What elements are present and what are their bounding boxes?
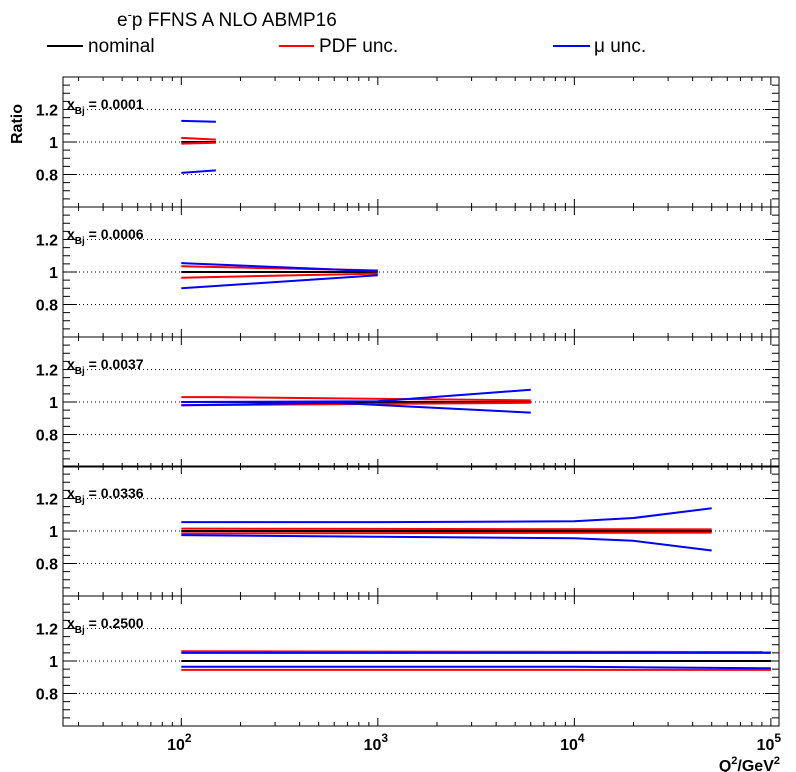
x-tick-labels: 102 103 104 105 — [167, 731, 781, 754]
y-tick-label: 1 — [49, 524, 58, 541]
panel-label: xBj = 0.0001 — [67, 96, 144, 117]
y-tick-label: 1 — [49, 135, 58, 152]
series-line — [181, 527, 712, 531]
y-tick-label: 0.8 — [36, 428, 58, 445]
legend: nominal PDF unc. μ unc. — [47, 36, 646, 57]
series-line — [181, 141, 216, 145]
panel-label: xBj = 0.2500 — [67, 615, 144, 636]
y-axis-label: Ratio — [9, 104, 26, 144]
panel: 0.8 1 1.2 xBj = 0.0001 — [36, 76, 780, 208]
y-tick-label: 1 — [49, 654, 58, 671]
panel-label: xBj = 0.0037 — [67, 356, 144, 377]
x-tick-label: 105 — [757, 731, 782, 754]
panel: 0.8 1 1.2 xBj = 0.0037 — [36, 336, 780, 468]
panel-label: xBj = 0.0336 — [67, 485, 144, 506]
y-tick-label: 1 — [49, 265, 58, 282]
series-line — [181, 136, 216, 141]
legend-mu-label: μ unc. — [594, 36, 646, 57]
series-line — [181, 534, 712, 552]
x-tick-label: 104 — [560, 731, 585, 754]
series-line — [181, 262, 378, 273]
series-line — [181, 388, 531, 403]
y-tick-label: 1.2 — [36, 622, 58, 639]
series-line — [181, 119, 216, 123]
legend-nominal-label: nominal — [88, 36, 155, 57]
x-tick-label: 102 — [167, 731, 192, 754]
y-tick-label: 0.8 — [36, 687, 58, 704]
x-axis-label: Q2/GeV2 — [719, 755, 780, 772]
series-line — [181, 272, 378, 279]
series-line — [181, 507, 712, 524]
y-tick-label: 0.8 — [36, 557, 58, 574]
series-line — [181, 274, 378, 290]
y-tick-label: 1.2 — [36, 363, 58, 380]
x-tick-label: 103 — [364, 731, 389, 754]
y-tick-label: 1 — [49, 395, 58, 412]
legend-pdf-label: PDF unc. — [319, 36, 398, 57]
series-line — [181, 169, 216, 174]
panel: 0.8 1 1.2 xBj = 0.2500 — [36, 595, 780, 727]
series-line — [181, 396, 531, 402]
y-tick-label: 1.2 — [36, 233, 58, 250]
panel: 0.8 1 1.2 xBj = 0.0336 — [36, 465, 780, 597]
y-tick-label: 1.2 — [36, 492, 58, 509]
y-tick-label: 0.8 — [36, 168, 58, 185]
y-tick-label: 1.2 — [36, 103, 58, 120]
panel-label: xBj = 0.0006 — [67, 226, 144, 247]
series-line — [181, 665, 771, 670]
y-tick-label: 0.8 — [36, 298, 58, 315]
series-line — [181, 401, 531, 414]
chart-title: e-p FFNS A NLO ABMP16 — [117, 7, 337, 31]
series-line — [181, 531, 712, 535]
panel: 0.8 1 1.2 xBj = 0.0006 — [36, 206, 780, 338]
